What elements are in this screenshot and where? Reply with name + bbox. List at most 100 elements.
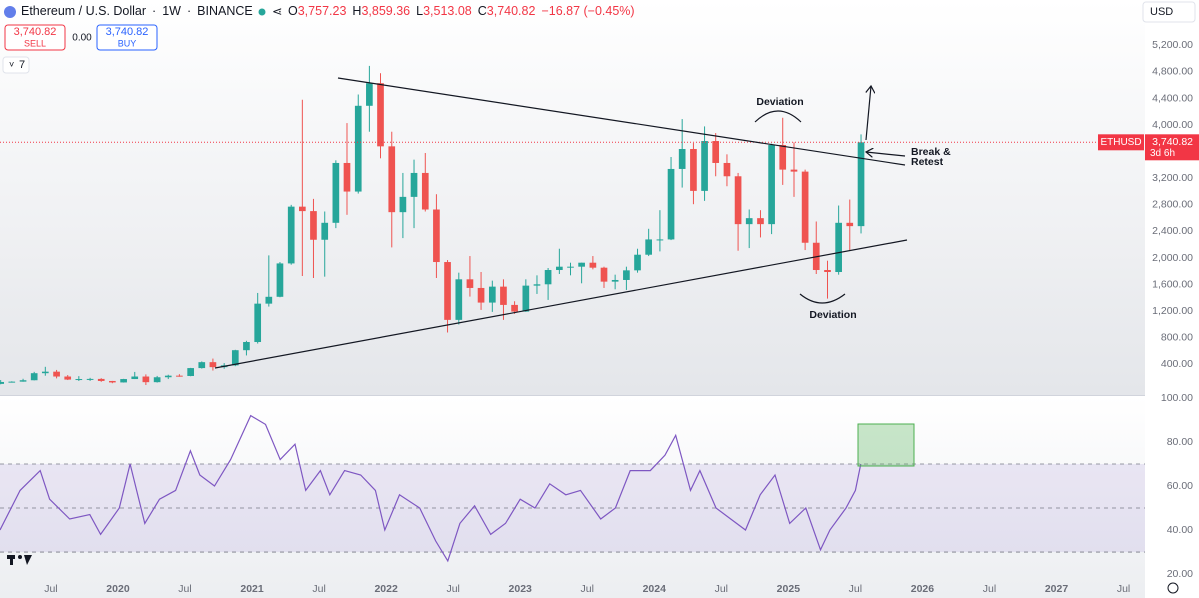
candle-body [444,262,451,320]
y-tick-label: 2,800.00 [1152,199,1193,211]
candle-body [511,304,518,312]
x-tick-label: Jul [44,583,57,595]
y-tick-label: 2,400.00 [1152,225,1193,237]
x-tick-label: 2022 [374,583,398,595]
buy-button[interactable] [96,24,158,51]
share-icon[interactable]: ⋖ [272,4,282,18]
candle-body [276,263,284,297]
candle-body [377,83,384,147]
candle-body [790,169,798,172]
x-tick-label: Jul [983,583,996,595]
candle-body [488,286,496,303]
annotation: Break & [911,146,951,158]
y-tick-label: 3,200.00 [1152,172,1193,184]
candle-body [857,142,865,227]
candle-body [231,350,239,366]
candle-body [343,162,351,192]
candle-body [678,149,686,169]
arc-top [754,110,802,123]
countdown: 3d 6h [1150,148,1175,159]
interval: 1W [162,4,181,18]
candle-body [410,172,418,197]
ohlc-value: 3,757.23 [298,4,347,18]
annotation: Retest [911,156,944,168]
rsi-pane [0,396,1145,598]
candle-body [8,381,16,383]
y-tick-label: 1,600.00 [1152,278,1193,290]
buy-label: BUY [118,38,137,48]
price-axis [1145,0,1199,598]
candle-body [209,362,217,368]
candle-body [578,262,585,267]
y-tick-label: 400.00 [1161,358,1193,370]
candle-body [332,162,340,223]
drawings [214,77,908,369]
candle-body [109,380,116,383]
candle-body [477,287,485,303]
candle-body [589,262,597,268]
tv-logo [7,555,32,565]
sep: · [187,4,191,18]
candle-body [500,286,507,305]
y-tick-label: 1,200.00 [1152,305,1193,317]
x-tick-label: Jul [312,583,325,595]
chevron: ˅ [9,59,14,69]
candle-body [801,171,809,243]
ohlc: O3,757.23 H3,859.36 L3,513.08 C3,740.82 −16.… [288,4,635,18]
candle-body [712,141,720,163]
settings-button[interactable] [1167,582,1179,594]
ohlc-value: 3,859.36 [361,4,410,18]
y-tick-label: 5,200.00 [1152,39,1193,51]
x-tick-label: 2020 [106,583,130,595]
price-tag [1145,134,1199,161]
candle-body [779,145,787,170]
candle-body [734,176,742,225]
currency-button[interactable] [1142,1,1196,23]
y-tick-label: 100.00 [1161,392,1193,404]
y-tick-label: 2,000.00 [1152,252,1193,264]
header-symbol: Ethereum / U.S. Dollar · 1W · BINANCE [21,4,253,18]
candle-body [187,368,194,376]
y-tick-label: 20.00 [1167,568,1193,580]
candle-body [176,375,183,377]
candle-body [299,206,306,212]
candle-body [97,378,105,381]
sell-button[interactable] [4,24,66,51]
candle-body [522,285,530,312]
candle-body [254,303,262,343]
exchange: BINANCE [197,4,253,18]
arrow-retest [866,152,906,156]
x-tick-label: 2025 [777,583,801,595]
candle-body [600,267,608,282]
ohlc-value: 3,513.08 [423,4,472,18]
candle-body [656,239,664,241]
annotation: Deviation [756,96,803,108]
x-tick-label: Jul [446,583,459,595]
sell-price: 3,740.82 [14,26,57,38]
ohlc-key: H [352,4,361,18]
x-tick-label: Jul [178,583,191,595]
candle-body [824,270,831,273]
symbol-tag [1098,134,1144,151]
candle-body [75,379,83,381]
x-tick-label: 2026 [911,583,935,595]
sep: · [152,4,156,18]
candle-body [835,222,842,273]
candle-body [53,371,60,377]
y-tick-label: 4,800.00 [1152,66,1193,78]
candle-body [310,211,317,240]
candle-body [388,146,396,213]
candle-body [243,342,250,351]
candle-body [354,105,362,192]
candle-body [768,145,775,225]
candle-body [701,141,708,191]
ohlc-key: L [416,4,423,18]
status-dot[interactable] [258,8,266,16]
indicator-count: 7 [19,59,25,71]
candle-body [142,376,150,383]
x-tick-label: Jul [849,583,862,595]
candle-body [466,279,474,288]
candle-body [0,381,5,384]
indicator-toggle[interactable] [2,56,30,74]
